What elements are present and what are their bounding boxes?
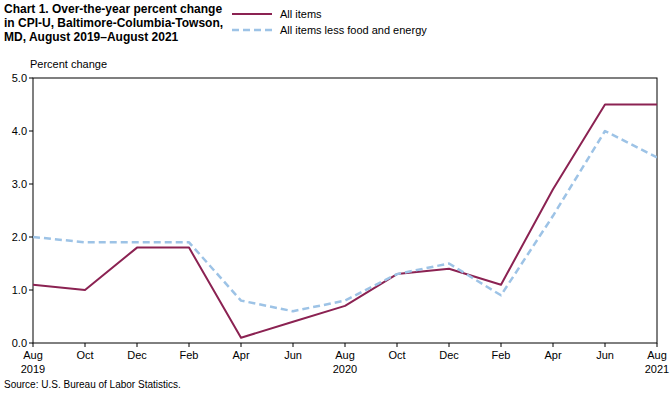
- legend-swatch: [232, 13, 272, 15]
- y-tick: [29, 237, 33, 238]
- y-tick: [29, 343, 33, 344]
- y-tick-label: 5.0: [12, 72, 27, 84]
- x-tick-label: Aug 2020: [333, 349, 357, 375]
- plot-frame: [33, 78, 657, 343]
- x-tick-label-line: Dec: [127, 349, 147, 361]
- x-tick: [345, 343, 346, 347]
- x-tick-label-line: Apr: [232, 349, 249, 361]
- x-tick-label: Dec: [439, 349, 459, 361]
- x-tick-label-line: 2020: [333, 363, 357, 375]
- y-tick-label: 1.0: [12, 284, 27, 296]
- x-tick: [33, 343, 34, 347]
- y-tick: [29, 290, 33, 291]
- legend-swatch: [232, 29, 272, 32]
- legend-label: All items less food and energy: [280, 24, 427, 36]
- x-tick: [657, 343, 658, 347]
- x-tick: [605, 343, 606, 347]
- y-tick: [29, 131, 33, 132]
- x-tick-label-line: Dec: [439, 349, 459, 361]
- y-tick: [29, 184, 33, 185]
- x-tick-label-line: 2019: [21, 363, 45, 375]
- series-group: [33, 105, 657, 338]
- x-tick: [189, 343, 190, 347]
- x-tick: [397, 343, 398, 347]
- x-tick-label-line: Aug: [335, 349, 355, 361]
- legend-label: All items: [280, 8, 322, 20]
- x-tick-label: Oct: [76, 349, 93, 361]
- x-tick-label-line: 2021: [645, 363, 669, 375]
- x-tick-label: Aug 2019: [21, 349, 45, 375]
- x-tick: [553, 343, 554, 347]
- x-tick-label: Feb: [180, 349, 199, 361]
- x-tick-label-line: Aug: [23, 349, 43, 361]
- x-tick-label: Dec: [127, 349, 147, 361]
- y-tick-label: 0.0: [12, 337, 27, 349]
- chart: Percent change 0.0 1.0 2.0 3.0 4.0 5.0 Aug 2019 O…: [0, 0, 670, 394]
- x-tick: [137, 343, 138, 347]
- x-tick-label: Aug 2021: [645, 349, 669, 375]
- y-tick: [29, 78, 33, 79]
- x-tick-label: Feb: [492, 349, 511, 361]
- y-tick-label: 2.0: [12, 231, 27, 243]
- source-note: Source: U.S. Bureau of Labor Statistics.: [4, 379, 181, 390]
- y-axis-label: Percent change: [30, 58, 107, 70]
- x-tick-label-line: Oct: [76, 349, 93, 361]
- x-tick-label: Oct: [388, 349, 405, 361]
- x-tick: [449, 343, 450, 347]
- x-tick-label-line: Feb: [180, 349, 199, 361]
- x-tick-label-line: Jun: [284, 349, 302, 361]
- x-tick-label-line: Oct: [388, 349, 405, 361]
- x-tick: [241, 343, 242, 347]
- chart-title: Chart 1. Over-the-year percent change in…: [4, 2, 226, 44]
- x-tick: [85, 343, 86, 347]
- x-tick-label: Jun: [596, 349, 614, 361]
- y-tick-label: 4.0: [12, 125, 27, 137]
- x-tick-label-line: Aug: [647, 349, 667, 361]
- series-line: [33, 131, 657, 311]
- x-tick-label-line: Feb: [492, 349, 511, 361]
- x-tick-label: Apr: [232, 349, 249, 361]
- x-tick-label-line: Jun: [596, 349, 614, 361]
- x-tick-label-line: Apr: [544, 349, 561, 361]
- x-tick: [293, 343, 294, 347]
- x-tick-label: Jun: [284, 349, 302, 361]
- x-tick: [501, 343, 502, 347]
- y-tick-label: 3.0: [12, 178, 27, 190]
- x-tick-label: Apr: [544, 349, 561, 361]
- series-line: [33, 105, 657, 338]
